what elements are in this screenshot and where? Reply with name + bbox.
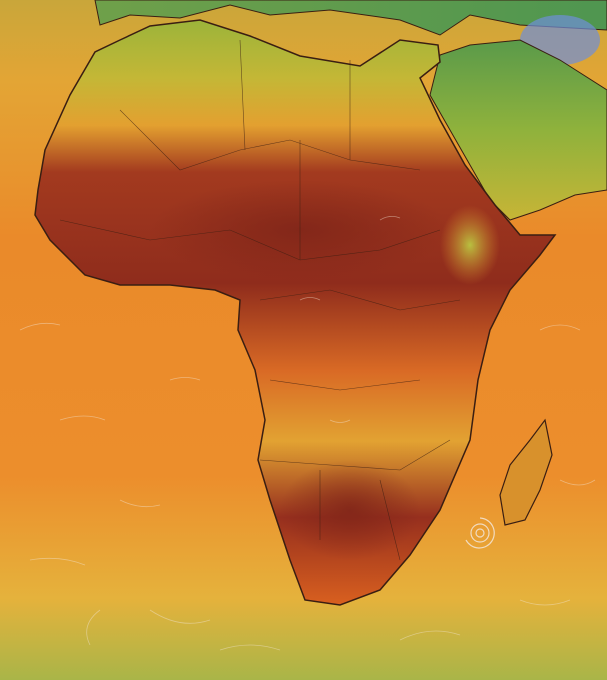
madagascar bbox=[499, 418, 553, 526]
arabian-peninsula bbox=[429, 39, 607, 221]
country-borders bbox=[59, 39, 461, 561]
ethiopian-highlands bbox=[440, 205, 500, 285]
wind-streaks bbox=[19, 216, 596, 651]
cyclone-swirl bbox=[465, 517, 495, 549]
africa bbox=[34, 19, 557, 606]
kalahari-heat bbox=[280, 460, 420, 560]
